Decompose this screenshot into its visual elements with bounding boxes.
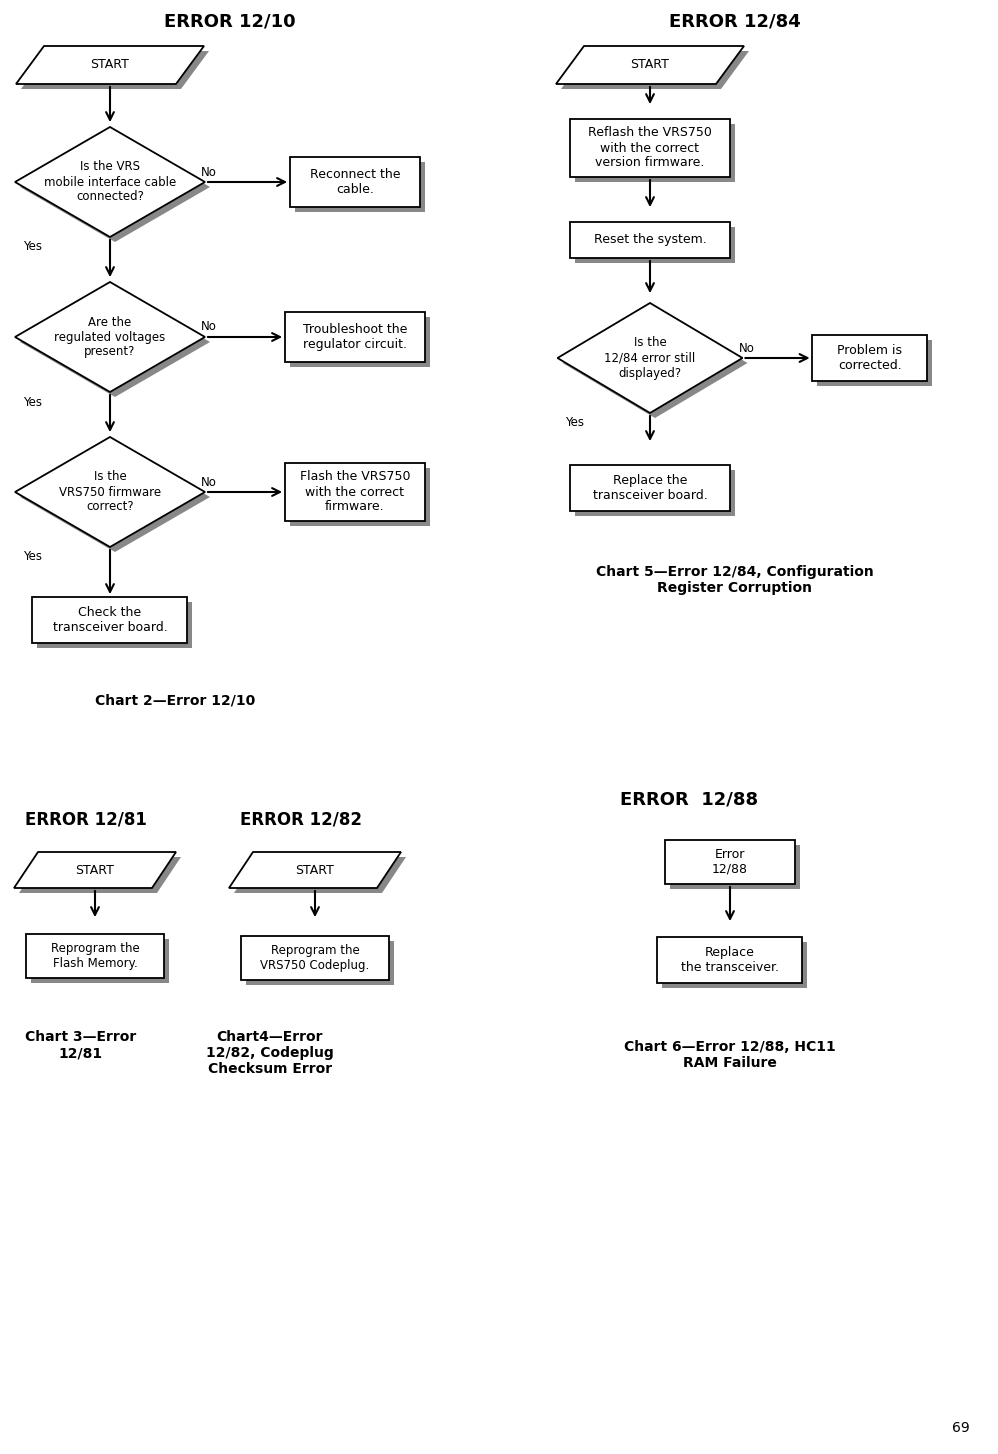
Polygon shape bbox=[15, 126, 205, 237]
Bar bbox=[285, 462, 425, 521]
Bar bbox=[575, 227, 735, 263]
Polygon shape bbox=[20, 132, 210, 241]
Text: Error
12/88: Error 12/88 bbox=[712, 848, 748, 875]
Text: ERROR 12/84: ERROR 12/84 bbox=[669, 13, 800, 31]
Text: Yes: Yes bbox=[23, 551, 42, 564]
Text: Reprogram the
VRS750 Codeplug.: Reprogram the VRS750 Codeplug. bbox=[260, 944, 369, 973]
Text: Reprogram the
Flash Memory.: Reprogram the Flash Memory. bbox=[51, 942, 140, 970]
Text: 69: 69 bbox=[952, 1421, 970, 1435]
Text: Are the
regulated voltages
present?: Are the regulated voltages present? bbox=[54, 316, 166, 359]
Text: Yes: Yes bbox=[23, 395, 42, 409]
Text: Yes: Yes bbox=[23, 240, 42, 253]
Polygon shape bbox=[15, 438, 205, 547]
Text: ERROR  12/88: ERROR 12/88 bbox=[620, 790, 758, 808]
Text: No: No bbox=[201, 475, 217, 489]
Bar bbox=[570, 222, 730, 257]
Bar bbox=[663, 942, 807, 989]
Text: Chart 2—Error 12/10: Chart 2—Error 12/10 bbox=[95, 694, 255, 707]
Bar bbox=[812, 334, 927, 381]
Text: Chart 6—Error 12/88, HC11
RAM Failure: Chart 6—Error 12/88, HC11 RAM Failure bbox=[624, 1040, 836, 1070]
Bar bbox=[665, 840, 795, 884]
Text: START: START bbox=[76, 864, 115, 877]
Text: Flash the VRS750
with the correct
firmware.: Flash the VRS750 with the correct firmwa… bbox=[299, 471, 410, 513]
Polygon shape bbox=[561, 51, 749, 89]
Text: Chart 3—Error
12/81: Chart 3—Error 12/81 bbox=[25, 1029, 137, 1060]
Polygon shape bbox=[20, 442, 210, 553]
Bar bbox=[290, 157, 420, 206]
Bar bbox=[26, 933, 164, 979]
Text: Yes: Yes bbox=[566, 416, 585, 429]
Text: Is the VRS
mobile interface cable
connected?: Is the VRS mobile interface cable connec… bbox=[44, 160, 176, 204]
Bar bbox=[33, 598, 188, 643]
Bar bbox=[658, 936, 802, 983]
Text: No: No bbox=[201, 320, 217, 333]
Polygon shape bbox=[558, 302, 743, 413]
Bar bbox=[570, 119, 730, 177]
Text: No: No bbox=[739, 342, 754, 355]
Text: Troubleshoot the
regulator circuit.: Troubleshoot the regulator circuit. bbox=[302, 323, 407, 350]
Bar bbox=[290, 317, 430, 366]
Text: Is the
12/84 error still
displayed?: Is the 12/84 error still displayed? bbox=[605, 336, 696, 379]
Text: No: No bbox=[201, 166, 217, 179]
Polygon shape bbox=[556, 47, 744, 84]
Bar bbox=[575, 470, 735, 516]
Text: Replace
the transceiver.: Replace the transceiver. bbox=[681, 947, 779, 974]
Text: ERROR 12/10: ERROR 12/10 bbox=[165, 13, 295, 31]
Text: Is the
VRS750 firmware
correct?: Is the VRS750 firmware correct? bbox=[59, 471, 161, 513]
Text: START: START bbox=[631, 58, 670, 71]
Polygon shape bbox=[234, 856, 406, 893]
Bar bbox=[570, 465, 730, 510]
Text: Chart 5—Error 12/84, Configuration
Register Corruption: Chart 5—Error 12/84, Configuration Regis… bbox=[596, 566, 874, 595]
Polygon shape bbox=[16, 47, 204, 84]
Text: Reflash the VRS750
with the correct
version firmware.: Reflash the VRS750 with the correct vers… bbox=[588, 126, 712, 170]
Polygon shape bbox=[14, 852, 176, 888]
Bar bbox=[246, 941, 394, 984]
Bar bbox=[241, 936, 389, 980]
Polygon shape bbox=[19, 856, 181, 893]
Polygon shape bbox=[15, 282, 205, 393]
Bar bbox=[575, 124, 735, 182]
Text: Reconnect the
cable.: Reconnect the cable. bbox=[309, 169, 400, 196]
Text: START: START bbox=[91, 58, 130, 71]
Bar bbox=[295, 161, 425, 212]
Bar bbox=[290, 468, 430, 526]
Text: Reset the system.: Reset the system. bbox=[594, 234, 707, 247]
Polygon shape bbox=[229, 852, 401, 888]
Bar bbox=[817, 340, 932, 385]
Text: Check the
transceiver board.: Check the transceiver board. bbox=[53, 606, 168, 634]
Bar bbox=[31, 939, 169, 983]
Text: Chart4—Error
12/82, Codeplug
Checksum Error: Chart4—Error 12/82, Codeplug Checksum Er… bbox=[207, 1029, 334, 1076]
Text: ERROR 12/82: ERROR 12/82 bbox=[240, 810, 362, 827]
Polygon shape bbox=[563, 308, 748, 417]
Bar bbox=[38, 602, 193, 648]
Polygon shape bbox=[20, 286, 210, 397]
Polygon shape bbox=[21, 51, 209, 89]
Text: Problem is
corrected.: Problem is corrected. bbox=[837, 345, 902, 372]
Text: ERROR 12/81: ERROR 12/81 bbox=[25, 810, 147, 827]
Bar bbox=[670, 845, 800, 888]
Text: Replace the
transceiver board.: Replace the transceiver board. bbox=[593, 474, 708, 502]
Bar bbox=[285, 313, 425, 362]
Text: START: START bbox=[295, 864, 334, 877]
